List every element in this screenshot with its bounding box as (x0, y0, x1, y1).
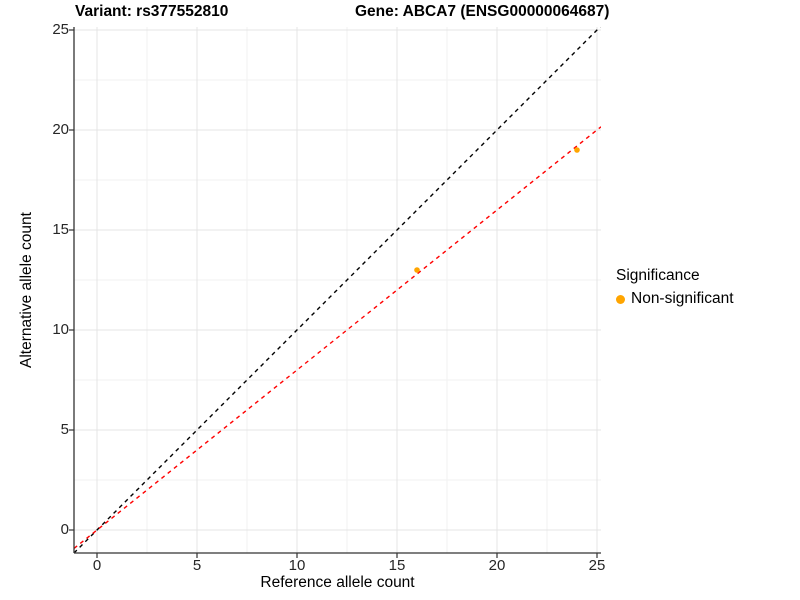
x-tick-label: 10 (288, 557, 306, 574)
gene-title: Gene: ABCA7 (ENSG00000064687) (355, 3, 610, 20)
legend: Significance Non-significant (616, 267, 796, 308)
y-tick-label: 20 (52, 121, 69, 138)
identity-line (74, 27, 601, 553)
legend-title: Significance (616, 267, 700, 284)
legend-item-label: Non-significant (631, 290, 734, 307)
x-tick-label: 20 (488, 557, 506, 574)
y-axis-title: Alternative allele count (18, 212, 35, 368)
variant-title: Variant: rs377552810 (75, 3, 229, 20)
y-tick-label: 15 (52, 221, 69, 238)
fit-line (74, 126, 601, 549)
x-axis-title: Reference allele count (260, 574, 415, 591)
x-tick-label: 15 (388, 557, 406, 574)
y-tick-label: 0 (60, 521, 69, 538)
x-tick-label: 5 (192, 557, 202, 574)
legend-point-icon (616, 294, 625, 304)
x-tick-label: 0 (92, 557, 102, 574)
x-tick-label: 25 (588, 557, 606, 574)
data-point (414, 267, 420, 273)
data-point (574, 147, 580, 153)
y-tick-label: 25 (52, 21, 69, 38)
legend-item: Non-significant (616, 290, 796, 308)
y-tick-label: 5 (60, 421, 69, 438)
y-tick-label: 10 (52, 321, 69, 338)
